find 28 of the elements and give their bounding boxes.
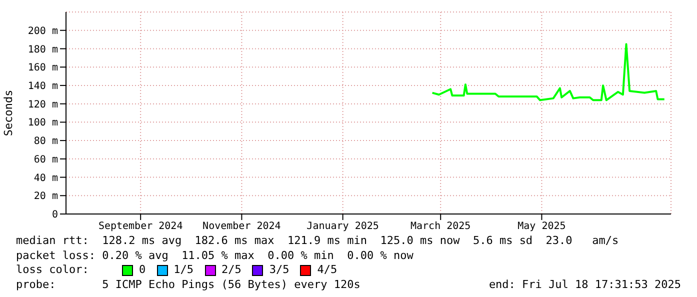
legend-label: 0 [138, 263, 146, 278]
y-tick-label: 80 m [34, 136, 58, 148]
legend-label: 2/5 [220, 263, 242, 278]
y-tick-label: 180 m [28, 44, 58, 56]
text: end: Fri Jul 18 17:31:53 2025 [488, 278, 681, 292]
y-tick-label: 20 m [34, 191, 58, 202]
x-tick-label: September 2024 [98, 221, 183, 232]
legend-label: 3/5 [268, 263, 290, 278]
y-tick-label: 100 m [28, 118, 58, 129]
legend-label: 1/5 [172, 263, 194, 278]
line-series [431, 43, 666, 102]
y-tick-label: 160 m [28, 62, 58, 74]
x-tick-label: November 2024 [202, 221, 281, 232]
y-tick-label: 0 [52, 210, 58, 221]
y-tick-label: 40 m [34, 172, 58, 184]
x-tick-label: January 2025 [306, 221, 379, 232]
x-tick-label: March 2025 [410, 221, 471, 232]
text: median rtt: 128.2 ms avg 182.6 ms max 121.9 ms min 125.0 ms now 5.6 ms sd 23.0 am/s [16, 234, 620, 248]
y-tick-label: 140 m [28, 81, 58, 92]
y-tick-label: 60 m [34, 154, 58, 166]
text: packet loss: 0.20 % avg 11.05 % max 0.00 % min 0.00 % now [16, 248, 414, 263]
y-axis-title: Seconds [2, 90, 15, 136]
y-tick-label: 200 m [28, 26, 58, 37]
legend-label: 4/5 [316, 263, 338, 278]
y-tick-label: 120 m [28, 99, 58, 110]
x-tick-label: May 2025 [518, 221, 566, 232]
legend-title: loss color: [16, 263, 90, 278]
text: probe: 5 ICMP Echo Pings (56 Bytes) every 120s [16, 278, 360, 292]
